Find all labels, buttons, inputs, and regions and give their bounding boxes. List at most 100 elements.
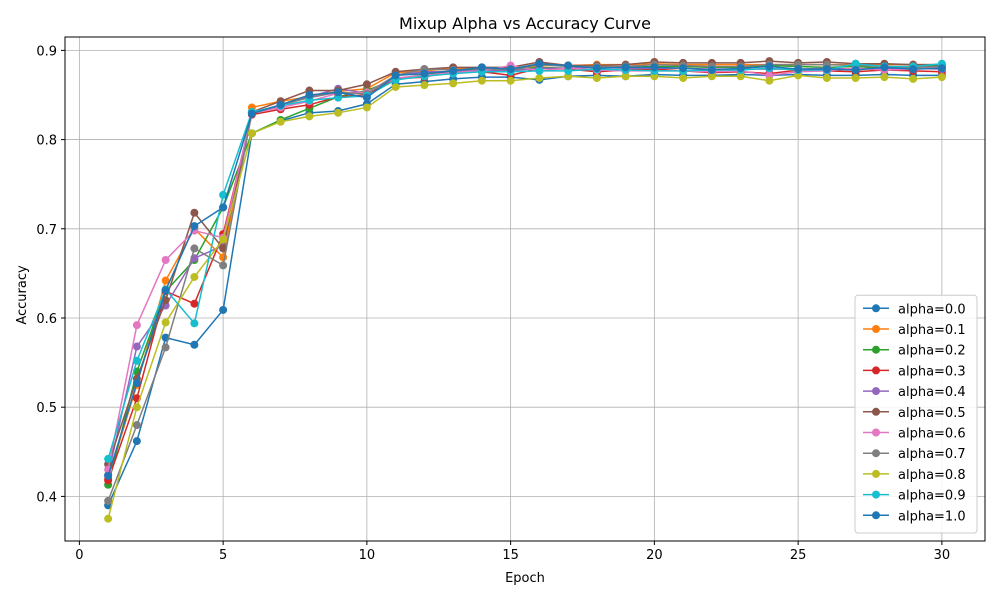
data-point (851, 59, 860, 68)
data-point (851, 66, 860, 75)
data-point (161, 256, 170, 265)
axes-layer: 0 5 10 15 20 25 30 0.4 0.5 0.6 0.7 0.8 0.9 (36, 36, 986, 563)
legend-marker (872, 407, 880, 416)
data-point (190, 319, 199, 328)
y-tick-label: 0.8 (36, 134, 57, 149)
legend-marker (872, 469, 880, 478)
data-point (190, 208, 199, 217)
data-point (104, 471, 113, 480)
data-point (851, 74, 860, 83)
data-point (909, 65, 918, 74)
data-point (305, 112, 314, 121)
data-point (909, 74, 918, 83)
legend-label: alpha=1.0 (898, 509, 966, 524)
data-point (707, 72, 716, 81)
data-point (334, 88, 343, 97)
data-point (794, 65, 803, 74)
y-tick-label: 0.7 (36, 223, 57, 238)
data-point (391, 71, 400, 80)
legend-item: alpha=0.5 (863, 406, 966, 421)
data-point (449, 66, 458, 75)
data-point (190, 299, 199, 308)
legend-marker (872, 345, 880, 354)
x-tick-label: 0 (75, 548, 83, 563)
data-point (161, 318, 170, 327)
data-point (679, 64, 688, 73)
data-point (564, 61, 573, 70)
data-point (621, 63, 630, 72)
legend-label: alpha=0.2 (898, 344, 966, 359)
legend-label: alpha=0.7 (898, 447, 966, 462)
data-point (247, 129, 256, 138)
legend-label: alpha=0.5 (898, 406, 966, 421)
series-line (107, 63, 942, 460)
data-point (506, 76, 515, 85)
data-point (391, 82, 400, 91)
legend-label: alpha=0.8 (898, 468, 966, 483)
data-point (219, 235, 228, 244)
legend-label: alpha=0.9 (898, 489, 966, 504)
legend-marker (872, 449, 880, 458)
legend-marker (872, 366, 880, 375)
x-axis-label: Epoch (505, 571, 545, 586)
data-point (880, 63, 889, 72)
data-point (132, 342, 141, 351)
data-point (679, 74, 688, 83)
data-point (132, 321, 141, 330)
data-point (592, 64, 601, 73)
y-axis-label: Accuracy (15, 265, 30, 325)
data-point (477, 76, 486, 85)
data-point (880, 73, 889, 82)
legend-label: alpha=0.1 (898, 323, 966, 338)
legend-item: alpha=0.2 (863, 344, 966, 359)
data-point (190, 340, 199, 349)
data-point (535, 59, 544, 68)
legend-item: alpha=0.3 (863, 364, 966, 379)
data-point (535, 66, 544, 75)
data-point (506, 65, 515, 74)
data-point (219, 261, 228, 270)
data-point (420, 81, 429, 90)
data-point (765, 76, 774, 85)
x-tick-label: 20 (646, 548, 663, 563)
data-point (305, 90, 314, 99)
data-point (362, 93, 371, 102)
data-point (190, 272, 199, 281)
series-alpha=0.8 (104, 71, 946, 523)
legend: alpha=0.0 alpha=0.1 alpha=0.2 alpha=0.3 alph… (854, 294, 978, 534)
data-point (219, 244, 228, 253)
data-point (132, 403, 141, 412)
data-point (736, 72, 745, 81)
legend-marker (872, 490, 880, 499)
data-point (132, 379, 141, 388)
y-tick-label: 0.9 (36, 44, 57, 59)
legend-marker (872, 325, 880, 333)
data-point (161, 276, 170, 285)
legend-item: alpha=0.0 (863, 302, 966, 317)
data-point (276, 100, 285, 109)
data-point (449, 79, 458, 88)
data-point (104, 514, 113, 523)
data-point (219, 203, 228, 212)
legend-label: alpha=0.0 (898, 302, 966, 317)
legend-item: alpha=0.9 (863, 489, 966, 504)
data-point (707, 66, 716, 75)
data-point (535, 74, 544, 83)
data-point (736, 64, 745, 73)
legend-label: alpha=0.6 (898, 427, 966, 442)
data-point (822, 74, 831, 83)
data-point (937, 64, 946, 73)
data-point (190, 222, 199, 231)
legend-label: alpha=0.4 (898, 385, 966, 400)
data-point (161, 286, 170, 295)
legend-marker (872, 387, 880, 396)
x-tick-label: 25 (790, 548, 807, 563)
data-point (190, 244, 199, 253)
data-point (937, 73, 946, 82)
y-tick-label: 0.4 (36, 490, 57, 505)
data-point (276, 117, 285, 126)
data-point (219, 305, 228, 314)
data-point (420, 69, 429, 78)
